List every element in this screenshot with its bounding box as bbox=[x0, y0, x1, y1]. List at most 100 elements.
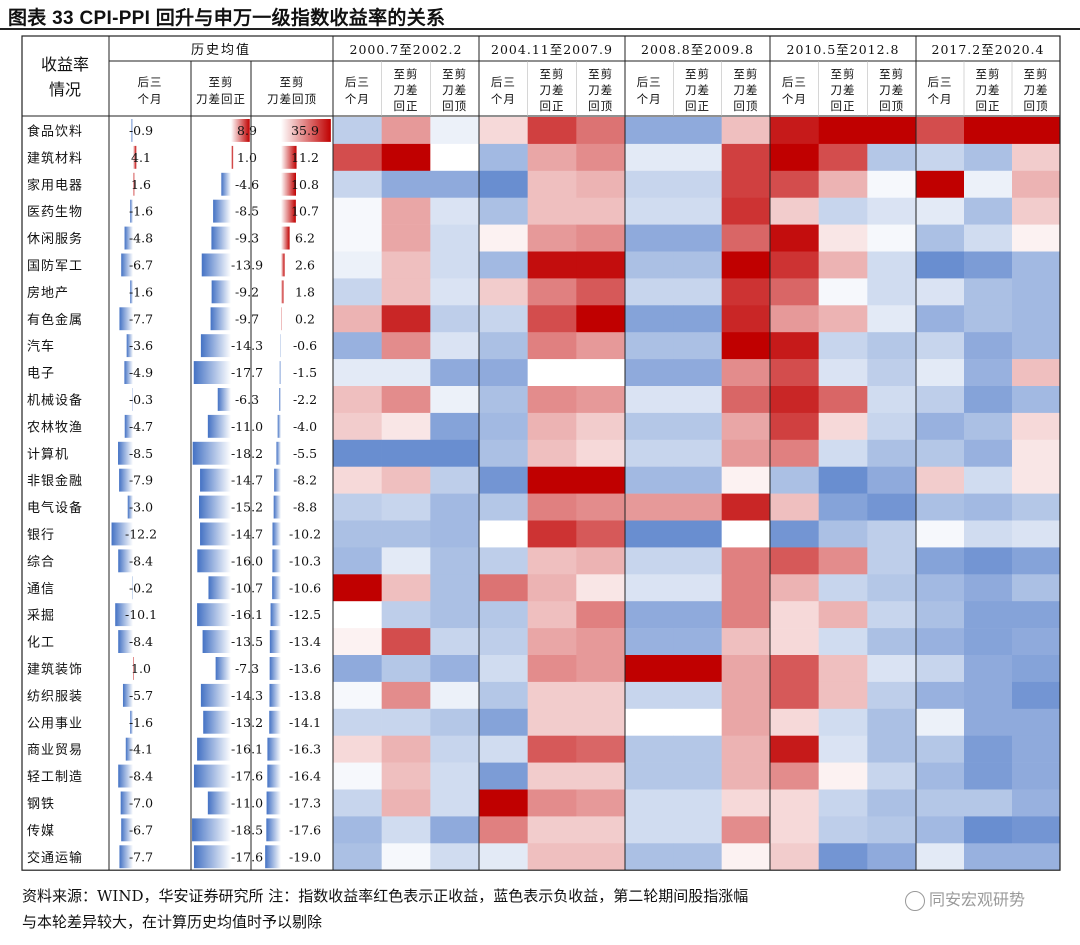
heat-cell bbox=[576, 278, 626, 306]
heat-cell bbox=[381, 143, 431, 172]
heat-cell bbox=[916, 574, 965, 602]
heat-cell bbox=[381, 197, 431, 225]
heat-cell bbox=[527, 117, 577, 145]
period-subheader-after3: 个月 bbox=[782, 92, 807, 106]
history-bar bbox=[127, 495, 133, 519]
heat-cell bbox=[770, 547, 819, 575]
period-subheader-after3: 后三 bbox=[637, 75, 662, 89]
period-subheader-scissor-up: 至剪 bbox=[394, 67, 419, 81]
heatmap-table: -0.9 8.9 35.9 4.1 1.0 11.2 1.6 -4.6 10.8 -1.6 -8.5… bbox=[21, 35, 1061, 871]
heat-cell bbox=[673, 386, 722, 414]
history-bar bbox=[200, 683, 231, 707]
heat-cell bbox=[916, 762, 965, 790]
history-bar bbox=[215, 657, 231, 680]
period-subheader-after3: 个月 bbox=[637, 92, 662, 106]
heat-cell bbox=[479, 466, 528, 494]
period-header: 2010.5至2012.8 bbox=[787, 42, 900, 57]
heat-cell bbox=[1012, 735, 1061, 763]
heat-cell bbox=[673, 197, 722, 225]
heat-cell bbox=[964, 493, 1013, 521]
history-value-label: -1.5 bbox=[293, 365, 317, 380]
history-value-label: -6.7 bbox=[129, 822, 153, 837]
heat-cell bbox=[576, 843, 626, 871]
period-subheader-scissor-top: 回顶 bbox=[442, 99, 467, 113]
heat-cell bbox=[625, 762, 674, 790]
heat-cell bbox=[770, 655, 819, 683]
heat-cell bbox=[818, 332, 868, 360]
heat-cell bbox=[479, 681, 528, 710]
heat-cell bbox=[527, 197, 577, 225]
heat-cell bbox=[721, 816, 771, 844]
heat-cell bbox=[916, 143, 965, 172]
heat-cell bbox=[867, 466, 917, 494]
heat-cell bbox=[625, 520, 674, 548]
history-bar bbox=[192, 441, 231, 465]
heat-cell bbox=[721, 655, 771, 683]
heat-cell bbox=[818, 681, 868, 710]
heat-cell bbox=[770, 843, 819, 871]
history-value-label: 8.9 bbox=[237, 123, 257, 138]
period-subheader-scissor-up: 回正 bbox=[540, 99, 565, 113]
heat-cell bbox=[964, 359, 1013, 387]
history-bar bbox=[279, 388, 281, 411]
heat-cell bbox=[673, 601, 722, 629]
heat-cell bbox=[721, 143, 771, 172]
history-bar bbox=[281, 172, 296, 196]
history-bar bbox=[207, 791, 231, 815]
history-value-label: 11.2 bbox=[291, 150, 319, 165]
heat-cell bbox=[625, 278, 674, 306]
heat-cell bbox=[818, 439, 868, 467]
heat-cell bbox=[673, 520, 722, 548]
history-value-label: 10.7 bbox=[291, 204, 319, 219]
heat-cell bbox=[625, 224, 674, 252]
heat-cell bbox=[479, 224, 528, 252]
heat-cell bbox=[721, 170, 771, 198]
heat-cell bbox=[479, 493, 528, 521]
heat-cell bbox=[673, 466, 722, 494]
history-subheader-after3: 个月 bbox=[138, 92, 163, 106]
heat-cell bbox=[964, 681, 1013, 710]
history-bar bbox=[281, 145, 297, 169]
heat-cell bbox=[1012, 439, 1061, 467]
heat-cell bbox=[964, 143, 1013, 172]
heat-cell bbox=[770, 789, 819, 817]
heat-cell bbox=[381, 547, 431, 575]
period-subheader-scissor-up: 刀差 bbox=[394, 83, 419, 97]
heat-cell bbox=[916, 655, 965, 683]
heat-cell bbox=[673, 170, 722, 198]
history-value-label: -0.9 bbox=[129, 123, 153, 138]
history-value-label: -10.1 bbox=[125, 607, 157, 622]
heat-cell bbox=[916, 412, 965, 441]
heat-cell bbox=[964, 278, 1013, 306]
heat-cell bbox=[430, 278, 480, 306]
history-value-label: 2.6 bbox=[295, 257, 315, 272]
period-header: 2017.2至2020.4 bbox=[932, 42, 1045, 57]
heat-cell bbox=[625, 466, 674, 494]
heat-cell bbox=[333, 439, 382, 467]
history-value-label: -5.7 bbox=[129, 688, 153, 703]
history-bar bbox=[115, 603, 133, 627]
heat-cell bbox=[770, 305, 819, 333]
history-value-label: 1.8 bbox=[295, 284, 315, 299]
heat-cell bbox=[770, 520, 819, 548]
heat-cell bbox=[479, 816, 528, 844]
corner-label-line1: 收益率 bbox=[41, 55, 89, 74]
heat-cell bbox=[333, 547, 382, 575]
row-label: 纺织服装 bbox=[27, 689, 83, 704]
history-value-label: -1.6 bbox=[129, 204, 153, 219]
period-subheader-scissor-up: 至剪 bbox=[976, 67, 1001, 81]
history-value-label: -4.8 bbox=[129, 231, 153, 246]
heat-cell bbox=[673, 735, 722, 763]
heat-cell bbox=[673, 412, 722, 441]
heat-cell bbox=[673, 789, 722, 817]
history-bar bbox=[266, 791, 281, 815]
heat-cell bbox=[1012, 708, 1061, 736]
history-bar bbox=[221, 172, 231, 196]
period-subheader-after3: 后三 bbox=[928, 75, 953, 89]
heat-cell bbox=[381, 412, 431, 441]
heat-cell bbox=[625, 332, 674, 360]
row-label: 房地产 bbox=[27, 285, 69, 301]
heat-cell bbox=[673, 628, 722, 656]
history-bar bbox=[279, 361, 281, 384]
heat-cell bbox=[479, 628, 528, 656]
